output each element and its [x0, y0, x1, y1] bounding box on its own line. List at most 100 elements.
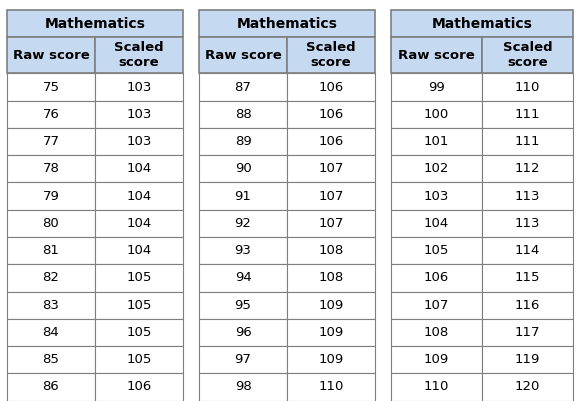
- Bar: [482, 182, 573, 210]
- Bar: [199, 10, 375, 37]
- Bar: [7, 346, 95, 373]
- Bar: [287, 37, 375, 73]
- Text: 82: 82: [43, 271, 59, 284]
- Text: 95: 95: [235, 299, 252, 312]
- Bar: [199, 37, 287, 73]
- Bar: [95, 237, 183, 264]
- Bar: [7, 237, 95, 264]
- Bar: [199, 210, 287, 237]
- Text: Mathematics: Mathematics: [237, 17, 338, 30]
- Bar: [95, 292, 183, 319]
- Bar: [95, 264, 183, 292]
- Text: 93: 93: [235, 244, 252, 257]
- Text: 115: 115: [515, 271, 540, 284]
- Bar: [391, 237, 482, 264]
- Bar: [95, 128, 183, 155]
- Bar: [482, 346, 573, 373]
- Text: 80: 80: [43, 217, 59, 230]
- Bar: [199, 182, 287, 210]
- Bar: [199, 155, 287, 182]
- Bar: [287, 101, 375, 128]
- Text: 81: 81: [43, 244, 59, 257]
- Text: 105: 105: [126, 326, 152, 339]
- Bar: [391, 101, 482, 128]
- Bar: [199, 128, 287, 155]
- Text: 91: 91: [235, 190, 252, 203]
- Bar: [391, 73, 482, 101]
- Bar: [287, 128, 375, 155]
- Bar: [95, 37, 183, 73]
- Text: 84: 84: [43, 326, 59, 339]
- Text: 119: 119: [515, 353, 540, 366]
- Text: 86: 86: [43, 381, 59, 393]
- Text: 75: 75: [43, 81, 59, 93]
- Bar: [7, 182, 95, 210]
- Bar: [199, 292, 287, 319]
- Text: 98: 98: [235, 381, 252, 393]
- Text: 77: 77: [43, 135, 59, 148]
- Text: 85: 85: [43, 353, 59, 366]
- Text: 99: 99: [428, 81, 445, 93]
- Text: 97: 97: [235, 353, 252, 366]
- Bar: [287, 73, 375, 101]
- Bar: [287, 346, 375, 373]
- Bar: [482, 373, 573, 401]
- Text: 104: 104: [126, 162, 152, 175]
- Bar: [95, 101, 183, 128]
- Text: 107: 107: [319, 217, 344, 230]
- Text: 104: 104: [126, 217, 152, 230]
- Bar: [482, 264, 573, 292]
- Bar: [95, 73, 183, 101]
- Text: 109: 109: [424, 353, 449, 366]
- Text: 108: 108: [424, 326, 449, 339]
- Text: 103: 103: [126, 81, 152, 93]
- Text: Scaled
score: Scaled score: [503, 41, 552, 69]
- Text: 104: 104: [126, 244, 152, 257]
- Bar: [391, 319, 482, 346]
- Bar: [287, 237, 375, 264]
- Bar: [287, 319, 375, 346]
- Text: 100: 100: [424, 108, 449, 121]
- Text: 87: 87: [235, 81, 252, 93]
- Bar: [287, 292, 375, 319]
- Text: 112: 112: [515, 162, 540, 175]
- Text: 83: 83: [43, 299, 59, 312]
- Bar: [7, 37, 95, 73]
- Text: 103: 103: [126, 108, 152, 121]
- Bar: [199, 346, 287, 373]
- Text: 109: 109: [319, 326, 344, 339]
- Text: Scaled
score: Scaled score: [114, 41, 164, 69]
- Text: 104: 104: [126, 190, 152, 203]
- Bar: [7, 319, 95, 346]
- Bar: [95, 373, 183, 401]
- Text: 105: 105: [126, 299, 152, 312]
- Bar: [7, 264, 95, 292]
- Text: 114: 114: [515, 244, 540, 257]
- Text: 107: 107: [424, 299, 449, 312]
- Bar: [199, 264, 287, 292]
- Bar: [482, 237, 573, 264]
- Text: 96: 96: [235, 326, 252, 339]
- Text: 105: 105: [424, 244, 449, 257]
- Bar: [7, 10, 183, 37]
- Bar: [199, 319, 287, 346]
- Bar: [7, 292, 95, 319]
- Bar: [287, 210, 375, 237]
- Text: 106: 106: [126, 381, 152, 393]
- Text: 110: 110: [319, 381, 344, 393]
- Text: Mathematics: Mathematics: [432, 17, 533, 30]
- Text: 111: 111: [515, 108, 540, 121]
- Bar: [391, 155, 482, 182]
- Text: 90: 90: [235, 162, 252, 175]
- Text: 106: 106: [424, 271, 449, 284]
- Text: 109: 109: [319, 353, 344, 366]
- Text: 78: 78: [43, 162, 59, 175]
- Bar: [287, 155, 375, 182]
- Bar: [199, 373, 287, 401]
- Text: Scaled
score: Scaled score: [306, 41, 356, 69]
- Text: 110: 110: [515, 81, 540, 93]
- Text: 111: 111: [515, 135, 540, 148]
- Text: 117: 117: [515, 326, 540, 339]
- Text: 103: 103: [126, 135, 152, 148]
- Text: 102: 102: [424, 162, 449, 175]
